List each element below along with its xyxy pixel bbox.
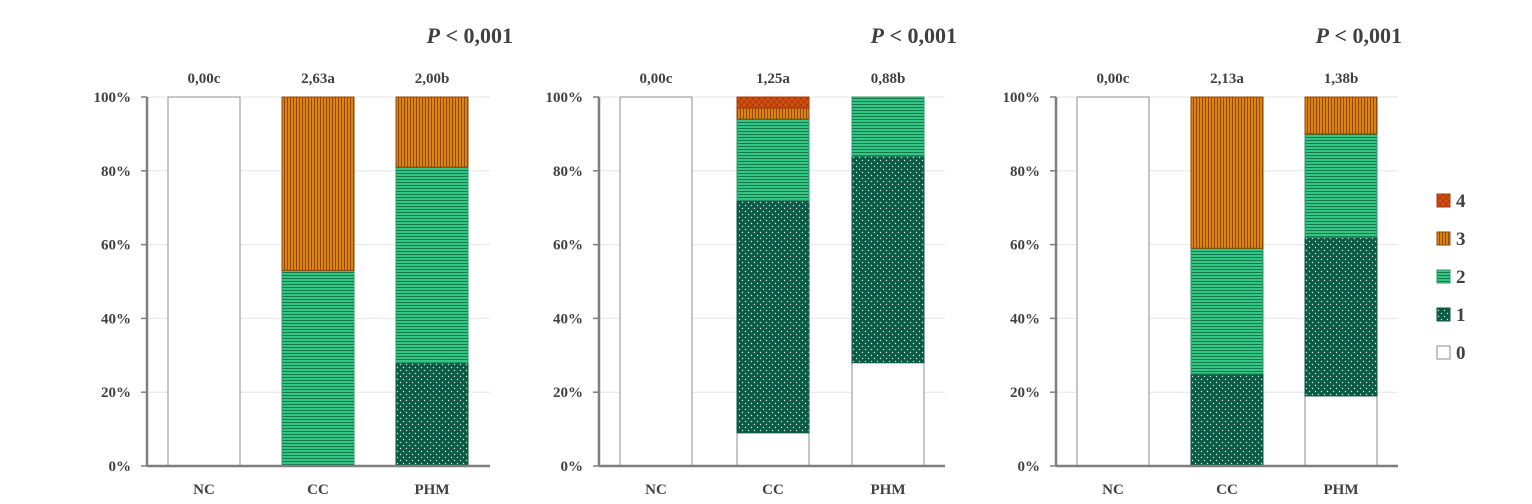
bar-segment-cc-score-4 [736,96,810,109]
bar-segment-phm-score-2 [1304,133,1378,238]
y-tick-label: 80% [101,164,131,180]
legend-item-1: 1 [1436,305,1466,326]
y-tick-label: 60% [101,238,131,254]
legend: 4 3 2 1 0 [1436,191,1466,364]
y-tick-label: 0% [1018,459,1041,475]
legend-swatch [1436,345,1451,360]
bar-segment-cc-score-1 [736,199,810,434]
bar-segment-phm-score-2 [395,166,469,364]
x-category-label: PHM [871,482,906,498]
bar-mean-annotation: 0,00c [1097,71,1130,87]
bar-segment-phm-score-0 [851,362,925,467]
bar-mean-annotation: 0,00c [188,71,221,87]
bar-segment-nc-score-0 [619,96,693,467]
legend-label: 4 [1456,191,1466,212]
legend-item-0: 0 [1436,343,1466,364]
bar-segment-phm-score-3 [395,96,469,168]
bar-segment-phm-score-0 [1304,395,1378,467]
y-tick-label: 60% [553,238,583,254]
legend-label: 1 [1456,305,1466,326]
bar-mean-annotation: 0,88b [871,71,906,87]
x-category-label: PHM [1324,482,1359,498]
bar-mean-annotation: 2,00b [415,71,450,87]
bar-segment-cc-score-0 [736,432,810,467]
bar-segment-cc-score-2 [281,269,355,467]
x-category-label: NC [645,482,667,498]
bar-segment-phm-score-2 [851,96,925,157]
bar-segment-phm-score-1 [851,155,925,364]
p-value-label: P < 0,001 [870,23,958,48]
bar-segment-phm-score-3 [1304,96,1378,135]
chart-panel-1: 0% 20% 40% 60% 80% 100% NC 0,00c CC 2,63a PHM 2,00b… [94,23,514,498]
legend-swatch [1436,231,1451,246]
legend-label: 3 [1456,229,1466,250]
legend-item-4: 4 [1436,191,1466,212]
x-category-label: CC [1216,482,1238,498]
bar-mean-annotation: 0,00c [640,71,673,87]
bar-mean-annotation: 2,13a [1210,71,1244,87]
p-value-label: P < 0,001 [426,23,514,48]
legend-label: 2 [1456,267,1466,288]
y-tick-label: 80% [1010,164,1040,180]
bar-segment-nc-score-0 [1076,96,1150,467]
bar-mean-annotation: 2,63a [301,71,335,87]
y-tick-label: 80% [553,164,583,180]
chart-panel-3: 0% 20% 40% 60% 80% 100% NC 0,00c CC 2,13a PHM 1,38b… [1003,23,1403,498]
y-tick-label: 0% [109,459,132,475]
chart-panel-2: 0% 20% 40% 60% 80% 100% NC 0,00c CC 1,25a PHM 0,88b… [546,23,958,498]
x-category-label: NC [193,482,215,498]
bar-segment-phm-score-1 [395,362,469,467]
y-tick-label: 100% [94,90,132,106]
legend-label: 0 [1456,343,1466,364]
p-value-label: P < 0,001 [1315,23,1403,48]
y-tick-label: 100% [546,90,584,106]
x-category-label: PHM [415,482,450,498]
y-tick-label: 40% [101,311,131,327]
legend-swatch [1436,193,1451,208]
y-tick-label: 0% [561,459,584,475]
bar-segment-cc-score-1 [1190,373,1264,467]
y-tick-label: 40% [553,311,583,327]
x-category-label: CC [762,482,784,498]
y-tick-label: 20% [553,385,583,401]
bar-segment-nc-score-0 [167,96,241,467]
y-tick-label: 20% [101,385,131,401]
legend-swatch [1436,307,1451,322]
bar-segment-cc-score-2 [1190,247,1264,375]
bar-segment-cc-score-3 [1190,96,1264,249]
bar-mean-annotation: 1,38b [1324,71,1359,87]
x-category-label: CC [307,482,329,498]
bar-segment-cc-score-3 [281,96,355,271]
y-tick-label: 40% [1010,311,1040,327]
y-tick-label: 60% [1010,238,1040,254]
y-tick-label: 20% [1010,385,1040,401]
bar-segment-cc-score-3 [736,107,810,120]
legend-item-3: 3 [1436,229,1466,250]
bar-segment-cc-score-2 [736,118,810,201]
legend-item-2: 2 [1436,267,1466,288]
bar-segment-phm-score-1 [1304,236,1378,397]
x-category-label: NC [1102,482,1124,498]
legend-swatch [1436,269,1451,284]
y-tick-label: 100% [1003,90,1041,106]
bar-mean-annotation: 1,25a [756,71,790,87]
